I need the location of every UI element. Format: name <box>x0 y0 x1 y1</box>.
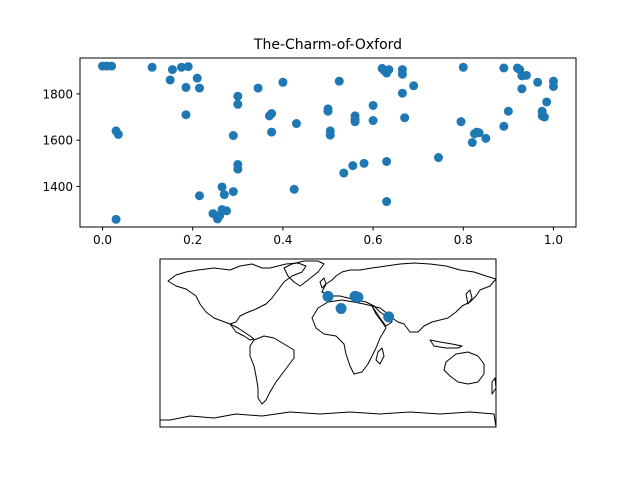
coastline-south-america <box>249 335 295 405</box>
scatter-point <box>458 62 468 72</box>
x-tick-label: 0.8 <box>454 233 473 247</box>
scatter-point <box>474 128 484 138</box>
scatter-point <box>181 82 191 92</box>
scatter-point <box>499 121 509 131</box>
scatter-point <box>194 83 204 93</box>
scatter-point <box>111 214 121 224</box>
scatter-point <box>397 69 407 79</box>
scatter-point <box>183 62 193 72</box>
y-tick-label: 1600 <box>42 134 73 148</box>
coastline-british-isles <box>319 277 327 289</box>
scatter-point <box>339 168 349 178</box>
coastline-arabia <box>371 305 393 327</box>
x-tick-label: 0.6 <box>364 233 383 247</box>
x-tick-label: 0.0 <box>93 233 112 247</box>
coastline-eurasia <box>321 262 496 333</box>
scatter-point <box>499 63 509 73</box>
scatter-point <box>382 197 392 207</box>
scatter-point <box>233 91 243 101</box>
scatter-point <box>167 65 177 75</box>
scatter-point <box>194 191 204 201</box>
scatter-point <box>359 158 369 168</box>
scatter-point <box>228 131 238 141</box>
y-axis-ticks: 1400 1600 1800 <box>42 87 80 194</box>
scatter-point <box>176 62 186 72</box>
scatter-point <box>368 100 378 110</box>
scatter-point <box>334 76 344 86</box>
scatter-point <box>291 119 301 129</box>
scatter-point <box>503 106 513 116</box>
coastline-australia <box>443 351 485 385</box>
scatter-point <box>267 127 277 137</box>
scatter-point <box>433 153 443 163</box>
scatter-point <box>548 81 558 91</box>
scatter-points <box>98 61 558 224</box>
map-point <box>322 290 334 302</box>
x-tick-label: 1.0 <box>544 233 563 247</box>
scatter-point <box>222 206 232 216</box>
scatter-point <box>384 65 394 75</box>
scatter-point <box>192 73 202 83</box>
coastline-antarctica <box>160 411 496 427</box>
scatter-point <box>382 156 392 166</box>
map-point <box>335 302 347 314</box>
scatter-point <box>325 130 335 140</box>
coastline-north-america <box>167 262 307 325</box>
scatter-point <box>147 62 157 72</box>
map-point <box>352 291 364 303</box>
coastline-new-zealand <box>491 377 496 395</box>
world-map <box>159 258 497 428</box>
coastline-greenland <box>283 260 325 287</box>
y-tick-label: 1800 <box>42 87 73 101</box>
coastline-central-america <box>229 323 255 341</box>
x-axis-ticks: 0.0 0.2 0.4 0.6 0.8 1.0 <box>93 227 563 247</box>
scatter-point <box>467 138 477 147</box>
scatter-point <box>533 77 543 87</box>
coastline-madagascar <box>375 347 385 365</box>
scatter-point <box>481 133 491 143</box>
scatter-point <box>228 187 238 197</box>
scatter-point <box>348 161 358 171</box>
y-tick-label: 1400 <box>42 180 73 194</box>
scatter-point <box>233 164 243 174</box>
chart-title: The-Charm-of-Oxford <box>253 37 402 53</box>
x-tick-label: 0.2 <box>183 233 202 247</box>
scatter-point <box>517 84 527 94</box>
scatter-point <box>219 190 229 200</box>
map-points <box>322 290 395 323</box>
scatter-point <box>400 113 410 123</box>
scatter-point <box>456 117 466 127</box>
coastline-japan <box>465 289 473 305</box>
scatter-point <box>350 117 360 127</box>
x-tick-label: 0.4 <box>273 233 292 247</box>
scatter-point <box>289 184 299 194</box>
scatter-point <box>217 182 227 192</box>
map-land-outlines <box>160 260 496 427</box>
coastline-indonesia <box>429 339 463 349</box>
scatter-plot-frame <box>79 57 577 228</box>
scatter-point <box>521 70 531 80</box>
scatter-point <box>267 109 277 119</box>
coastline-africa <box>311 299 387 375</box>
map-frame <box>159 258 497 428</box>
scatter-point <box>165 75 175 85</box>
scatter-point <box>181 110 191 120</box>
scatter-point <box>107 61 117 71</box>
scatter-point <box>233 99 243 109</box>
scatter-point <box>368 116 378 126</box>
scatter-point <box>397 88 407 98</box>
scatter-chart: The-Charm-of-Oxford 0.0 0.2 0.4 0.6 0.8 1.0 1… <box>42 37 577 247</box>
scatter-point <box>539 112 549 122</box>
scatter-point <box>278 77 288 87</box>
scatter-point <box>542 97 552 107</box>
scatter-point <box>113 129 123 139</box>
map-point <box>383 311 395 323</box>
scatter-point <box>253 83 263 93</box>
scatter-point <box>409 81 419 91</box>
scatter-point <box>323 106 333 116</box>
